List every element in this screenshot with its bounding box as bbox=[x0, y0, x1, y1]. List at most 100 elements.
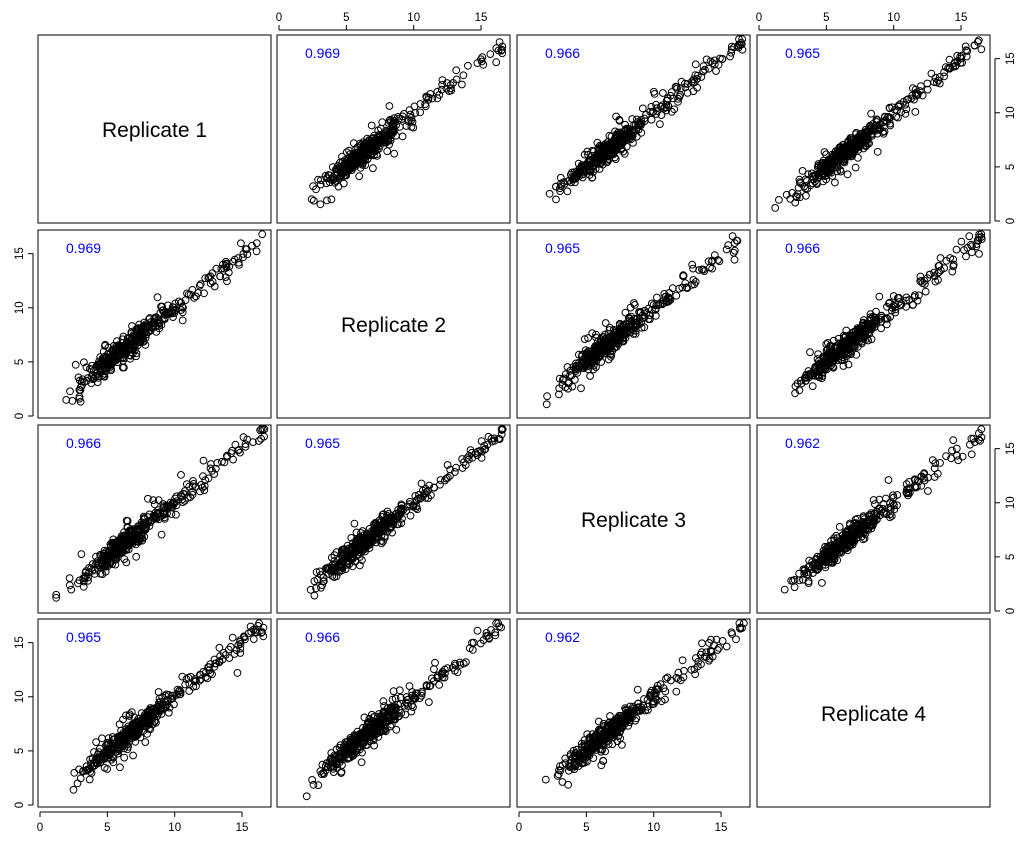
scatter-point bbox=[799, 565, 808, 574]
scatter-point bbox=[827, 553, 836, 562]
scatter-point bbox=[117, 731, 125, 739]
scatter-point bbox=[107, 354, 115, 363]
scatter-point bbox=[137, 328, 145, 337]
scatter-point bbox=[200, 482, 209, 490]
scatter-point bbox=[199, 472, 207, 481]
scatter-point bbox=[497, 46, 506, 55]
scatter-point bbox=[905, 296, 913, 304]
scatter-point bbox=[843, 339, 852, 347]
scatter-point bbox=[856, 330, 864, 339]
scatter-point bbox=[383, 147, 392, 156]
scatter-point bbox=[116, 346, 125, 355]
scatter-point bbox=[582, 349, 591, 358]
scatter-point bbox=[597, 338, 606, 347]
scatter-point bbox=[167, 510, 176, 518]
correlation-label: 0.966 bbox=[785, 240, 820, 256]
panel-r4-c2: 0.966 bbox=[276, 618, 511, 808]
scatter-point bbox=[158, 302, 167, 311]
scatter-point bbox=[350, 542, 359, 550]
scatter-point bbox=[810, 564, 819, 573]
scatter-point bbox=[52, 590, 61, 599]
scatter-point bbox=[962, 46, 970, 55]
scatter-point bbox=[220, 264, 229, 273]
scatter-point bbox=[580, 335, 589, 344]
scatter-point bbox=[678, 283, 687, 292]
scatter-point bbox=[931, 459, 940, 468]
scatter-point bbox=[302, 792, 311, 801]
scatter-point bbox=[952, 245, 961, 254]
scatter-point bbox=[306, 585, 315, 594]
scatter-point bbox=[430, 483, 439, 492]
scatter-point bbox=[95, 357, 103, 366]
scatter-point bbox=[410, 102, 419, 111]
scatter-point bbox=[825, 350, 834, 359]
scatter-point bbox=[376, 527, 385, 536]
scatter-point bbox=[381, 136, 389, 145]
scatter-point bbox=[628, 132, 636, 140]
scatter-point bbox=[68, 397, 77, 405]
scatter-point bbox=[201, 274, 210, 283]
scatter-point bbox=[869, 496, 878, 504]
scatter-point bbox=[605, 336, 613, 345]
scatter-point bbox=[157, 710, 166, 718]
scatter-point bbox=[594, 151, 603, 160]
scatter-point bbox=[249, 438, 257, 447]
scatter-point bbox=[480, 445, 489, 454]
scatter-point bbox=[339, 179, 348, 188]
scatter-point bbox=[690, 75, 698, 84]
scatter-point bbox=[558, 778, 567, 786]
scatter-point bbox=[624, 313, 633, 322]
scatter-point bbox=[337, 546, 346, 554]
scatter-point bbox=[970, 41, 979, 50]
correlation-label: 0.969 bbox=[66, 240, 101, 256]
scatter-point bbox=[150, 500, 159, 509]
scatter-point bbox=[134, 526, 143, 535]
scatter-point bbox=[113, 541, 121, 550]
scatter-point bbox=[159, 306, 168, 315]
scatter-point bbox=[870, 127, 879, 136]
scatter-point bbox=[498, 45, 506, 54]
scatter-point bbox=[700, 267, 709, 276]
panel-r2-c2: Replicate 2 bbox=[276, 229, 511, 419]
scatter-point bbox=[186, 493, 195, 502]
scatter-point bbox=[327, 195, 336, 204]
correlation-label: 0.969 bbox=[305, 45, 340, 61]
scatter-point bbox=[903, 485, 911, 494]
scatter-point bbox=[79, 766, 88, 775]
scatter-point bbox=[927, 69, 936, 78]
scatter-point bbox=[252, 239, 261, 248]
scatter-point bbox=[360, 147, 369, 156]
scatter-point bbox=[369, 164, 377, 173]
scatter-point bbox=[917, 473, 926, 481]
scatter-point bbox=[976, 437, 984, 445]
scatter-point bbox=[966, 440, 974, 449]
scatter-point bbox=[100, 369, 109, 378]
scatter-point bbox=[157, 530, 166, 539]
scatter-point bbox=[149, 496, 158, 505]
scatter-point bbox=[920, 277, 929, 285]
scatter-point bbox=[241, 442, 250, 451]
scatter-point bbox=[909, 300, 917, 309]
scatter-point bbox=[942, 256, 951, 265]
scatter-point bbox=[388, 513, 397, 522]
scatter-point bbox=[852, 350, 861, 359]
scatter-point bbox=[102, 360, 110, 369]
scatter-point bbox=[625, 317, 634, 326]
scatter-point bbox=[374, 126, 383, 135]
variable-label: Replicate 3 bbox=[581, 509, 686, 532]
scatter-point bbox=[111, 560, 120, 569]
scatter-point bbox=[688, 260, 697, 269]
scatter-point bbox=[735, 619, 744, 628]
scatter-point bbox=[811, 177, 819, 186]
scatter-point bbox=[425, 698, 433, 706]
scatter-point bbox=[385, 102, 394, 110]
scatter-point bbox=[98, 371, 107, 380]
scatter-points bbox=[542, 232, 742, 409]
scatter-point bbox=[584, 151, 592, 159]
scatter-point bbox=[633, 685, 642, 694]
scatter-point bbox=[851, 528, 859, 537]
scatter-point bbox=[183, 289, 191, 298]
scatter-point bbox=[663, 673, 672, 682]
scatter-point bbox=[468, 639, 476, 647]
scatter-point bbox=[659, 89, 667, 97]
